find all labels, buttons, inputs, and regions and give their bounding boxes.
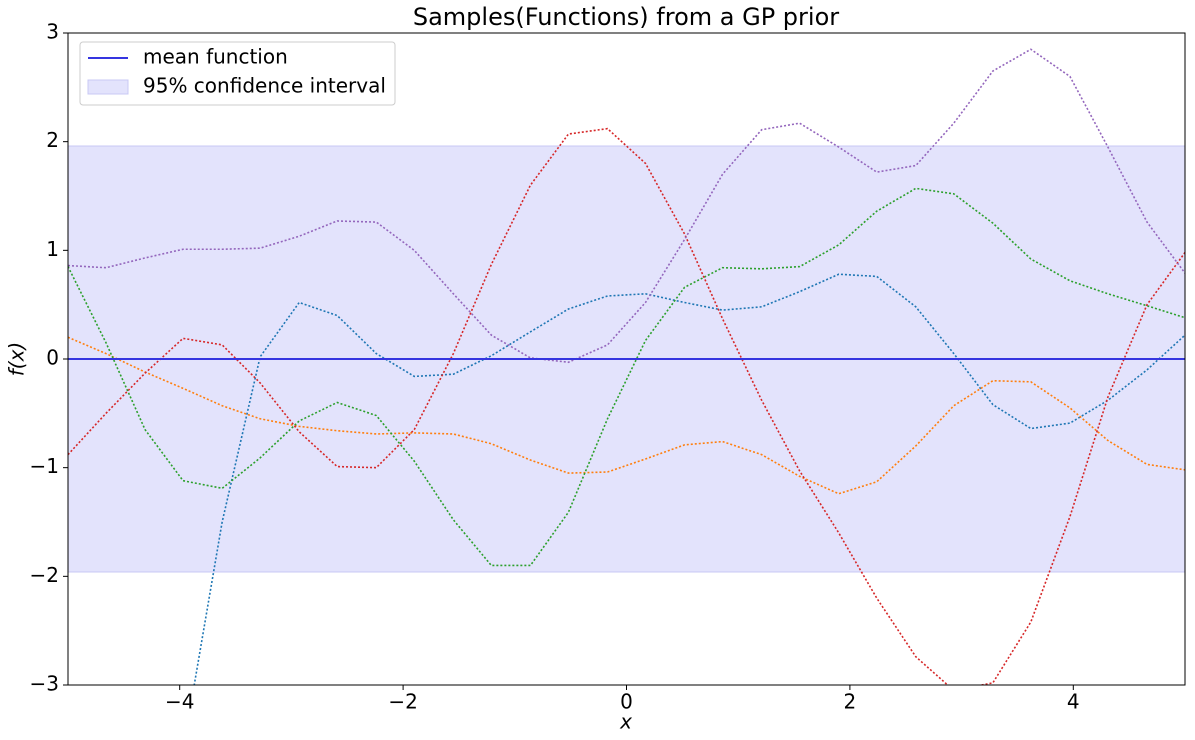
y-tick-label: 2 — [46, 128, 59, 152]
x-tick-label: 4 — [1067, 690, 1080, 714]
plot-area — [68, 48, 1185, 685]
y-tick-label: 0 — [46, 346, 59, 370]
x-tick-label: 2 — [844, 690, 857, 714]
sample-line — [193, 273, 1185, 685]
y-tick-label: 3 — [46, 20, 59, 44]
sample-line — [68, 336, 1185, 495]
y-tick-label: −1 — [30, 454, 59, 478]
legend-label: 95% confidence interval — [143, 74, 386, 98]
x-tick-label: −4 — [165, 690, 194, 714]
x-tick-label: −2 — [388, 690, 417, 714]
chart-title: Samples(Functions) from a GP prior — [413, 3, 839, 31]
sample-line — [68, 127, 1185, 685]
y-axis-label: f(x) — [5, 342, 29, 376]
y-tick-label: −3 — [30, 672, 59, 696]
x-axis-label: x — [619, 710, 632, 734]
x-tick-label: 0 — [620, 690, 633, 714]
legend-label: mean function — [143, 45, 288, 69]
legend-box — [79, 41, 396, 106]
legend-swatch-band — [87, 79, 129, 95]
legend: mean function 95% confidence interval — [79, 41, 396, 106]
y-tick-label: 1 — [46, 237, 59, 261]
y-tick-label: −2 — [30, 563, 59, 587]
sample-line — [68, 48, 1185, 364]
sample-line — [68, 187, 1185, 567]
